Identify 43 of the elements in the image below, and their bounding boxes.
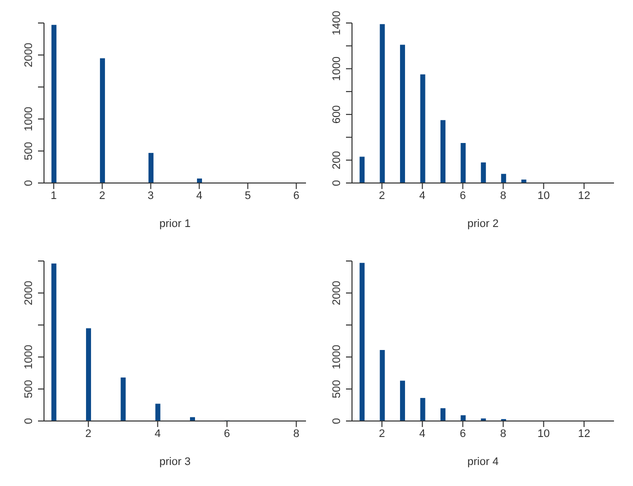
y-tick-label: 1000 <box>331 56 343 81</box>
x-tick-label: 2 <box>85 428 92 440</box>
y-tick-label: 1000 <box>23 344 35 370</box>
x-tick-label: 2 <box>378 190 385 202</box>
x-tick-label: 2 <box>99 190 106 202</box>
y-tick-label: 0 <box>331 180 343 186</box>
y-tick-label: 0 <box>23 180 35 186</box>
y-tick-label: 2000 <box>331 280 343 306</box>
y-tick-label: 0 <box>23 418 35 424</box>
x-tick-label: 2 <box>378 428 385 440</box>
x-tick-label: 8 <box>500 428 506 440</box>
x-tick-label: 4 <box>419 428 426 440</box>
x-axis-title: prior 4 <box>467 456 499 468</box>
y-tick-label: 500 <box>23 380 35 398</box>
y-tick-label: 0 <box>331 418 343 424</box>
x-axis-title: prior 1 <box>159 218 191 230</box>
x-tick-label: 10 <box>538 190 550 202</box>
x-tick-label: 6 <box>293 190 300 202</box>
y-tick-label: 600 <box>331 105 343 124</box>
y-tick-label: 500 <box>23 142 35 160</box>
x-tick-label: 6 <box>460 190 466 202</box>
y-tick-label: 2000 <box>23 42 35 68</box>
x-tick-label: 12 <box>578 428 590 440</box>
y-tick-label: 2000 <box>23 280 35 306</box>
x-tick-label: 6 <box>224 428 230 440</box>
y-tick-label: 500 <box>331 380 343 398</box>
x-axis-title: prior 2 <box>467 218 499 230</box>
x-tick-label: 4 <box>196 190 202 202</box>
y-tick-label: 1000 <box>23 106 35 132</box>
x-tick-label: 10 <box>538 428 550 440</box>
x-tick-label: 6 <box>460 428 466 440</box>
y-tick-label: 200 <box>331 150 343 170</box>
x-tick-label: 4 <box>419 190 426 202</box>
x-tick-label: 8 <box>500 190 506 202</box>
x-tick-label: 3 <box>148 190 154 202</box>
x-tick-label: 12 <box>578 190 590 202</box>
x-tick-label: 8 <box>293 428 300 440</box>
x-tick-label: 5 <box>244 190 251 202</box>
y-tick-label: 1000 <box>331 344 343 370</box>
x-tick-label: 4 <box>154 428 161 440</box>
x-axis-title: prior 3 <box>159 456 191 468</box>
x-tick-label: 1 <box>50 190 57 202</box>
y-tick-label: 1400 <box>331 10 343 36</box>
